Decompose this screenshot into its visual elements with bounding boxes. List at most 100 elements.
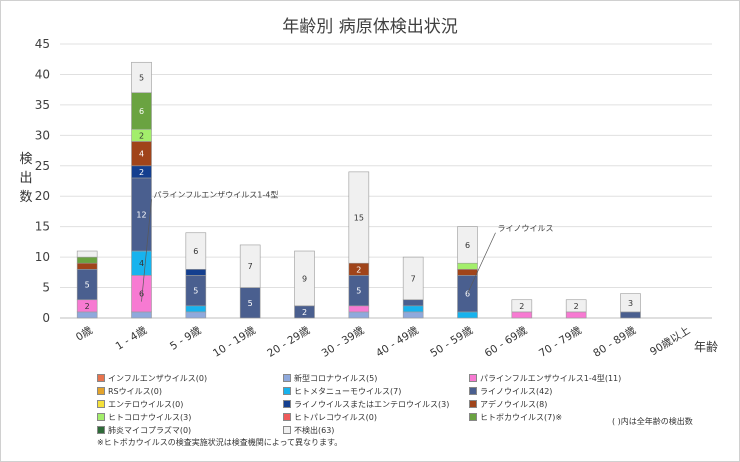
legend-label: アデノウイルス(8) <box>480 399 548 409</box>
legend-label: ヒトボカウイルス(7)※ <box>480 412 563 422</box>
legend-label: パラインフルエンザウイルス1-4型(11) <box>480 373 622 383</box>
data-label: 6 <box>465 241 470 250</box>
x-tick-label: 60 - 69歳 <box>483 324 530 360</box>
bar-segment <box>402 256 424 301</box>
legend-label: ライノウイルス(42) <box>480 386 553 396</box>
x-axis-label: 年齢 <box>694 340 719 354</box>
x-tick-label: 20 - 29歳 <box>265 324 312 360</box>
data-label: 2 <box>85 302 90 311</box>
legend-label: ライノウイルスまたはエンテロウイルス(3) <box>294 399 450 409</box>
legend-label: 新型コロナウイルス(5) <box>294 373 378 383</box>
legend-item: ライノウイルスまたはエンテロウイルス(3) <box>283 398 469 410</box>
bar-segment <box>294 250 315 307</box>
bar-segment <box>131 311 152 319</box>
legend-swatch <box>469 387 477 395</box>
data-label: 5 <box>248 299 253 308</box>
legend-swatch <box>283 374 291 382</box>
bar-segment <box>565 299 587 313</box>
bar-segment <box>402 311 424 319</box>
data-label: 2 <box>302 308 307 317</box>
y-tick-label: 35 <box>35 98 50 112</box>
x-tick-label: 0歳 <box>74 324 95 344</box>
legend-swatch <box>469 413 477 421</box>
legend-swatch <box>283 426 291 434</box>
y-tick-label: 40 <box>35 67 50 81</box>
legend-item: 新型コロナウイルス(5) <box>283 372 469 384</box>
bar-segment <box>131 61 152 94</box>
annotation-label: ライノウイルス <box>498 224 554 233</box>
data-label: 5 <box>356 287 361 296</box>
legend-label: 肺炎マイコプラズマ(0) <box>108 425 192 435</box>
y-tick-label: 30 <box>35 128 50 142</box>
bar-segment <box>348 311 370 319</box>
legend-item: インフルエンザウイルス(0) <box>97 372 283 384</box>
data-label: 2 <box>139 168 144 177</box>
data-label: 5 <box>85 281 90 290</box>
legend-item: パラインフルエンザウイルス1-4型(11) <box>469 372 621 384</box>
legend-item: ヒトコロナウイルス(3) <box>97 411 283 423</box>
data-label: 7 <box>248 262 253 271</box>
legend-swatch <box>97 426 105 434</box>
data-label: 6 <box>139 107 144 116</box>
y-axis-label: 検出数 <box>19 152 33 205</box>
data-label: 2 <box>574 302 579 311</box>
y-tick-label: 15 <box>35 220 50 234</box>
data-label: 2 <box>139 131 144 140</box>
x-tick-label: 1 - 4歳 <box>114 324 150 353</box>
legend-item: 肺炎マイコプラズマ(0) <box>97 424 283 436</box>
legend-item: ヒトボカウイルス(7)※ <box>469 411 617 423</box>
data-label: 6 <box>139 290 144 299</box>
legend-label: RSウイルス(0) <box>108 386 162 396</box>
annotation-leader-line <box>467 232 496 294</box>
bar-segment <box>348 171 370 264</box>
data-label: 15 <box>354 214 364 223</box>
bar-segment <box>457 262 478 270</box>
bar-segment <box>402 305 424 313</box>
x-tick-label: 90歳以上 <box>648 324 692 358</box>
bar-segment <box>511 299 533 313</box>
bar-segment <box>76 256 98 264</box>
legend-label: エンテロウイルス(0) <box>108 399 184 409</box>
legend-swatch <box>469 400 477 408</box>
data-label: 5 <box>139 73 144 82</box>
legend-swatch <box>283 413 291 421</box>
legend-item: RSウイルス(0) <box>97 385 283 397</box>
legend-item: ヒトメタニューモウイルス(7) <box>283 385 469 397</box>
y-tick-label: 0 <box>42 311 50 325</box>
annotation-leader-line <box>141 199 152 302</box>
bar-segment <box>457 311 478 319</box>
x-tick-label: 70 - 79歳 <box>537 324 584 360</box>
data-label: 7 <box>411 274 416 283</box>
legend-label: ヒトコロナウイルス(3) <box>108 412 192 422</box>
legend-item: アデノウイルス(8) <box>469 398 617 410</box>
legend-label: インフルエンザウイルス(0) <box>108 373 208 383</box>
legend-swatch <box>97 387 105 395</box>
y-tick-label: 25 <box>35 159 50 173</box>
bar-segment <box>76 311 98 319</box>
legend-label: ヒトパレコウイルス(0) <box>294 412 378 422</box>
bar-segment <box>76 262 98 270</box>
data-label: 5 <box>193 287 198 296</box>
data-label: 6 <box>465 290 470 299</box>
legend-item: 不検出(63) <box>283 424 469 436</box>
y-tick-label: 45 <box>35 37 50 51</box>
bar-segment <box>402 299 424 307</box>
data-label: 4 <box>139 259 144 268</box>
chart-title: 年齢別 病原体検出状況 <box>282 17 458 37</box>
bar-segment <box>457 226 478 264</box>
data-label: 2 <box>519 302 524 311</box>
data-label: 3 <box>628 299 633 308</box>
legend-swatch <box>469 374 477 382</box>
x-tick-label: 50 - 59歳 <box>428 324 475 360</box>
bar-segment <box>565 311 587 319</box>
bar-segment <box>76 250 98 258</box>
x-tick-label: 5 - 9歳 <box>168 324 204 353</box>
y-tick-label: 5 <box>42 281 50 295</box>
legend-item: ヒトパレコウイルス(0) <box>283 411 469 423</box>
y-tick-label: 10 <box>35 250 50 264</box>
x-tick-label: 10 - 19歳 <box>211 324 258 360</box>
data-label: 6 <box>193 247 198 256</box>
bar-segment <box>239 244 261 288</box>
bar-segment <box>620 311 641 319</box>
data-label: 4 <box>139 150 144 159</box>
